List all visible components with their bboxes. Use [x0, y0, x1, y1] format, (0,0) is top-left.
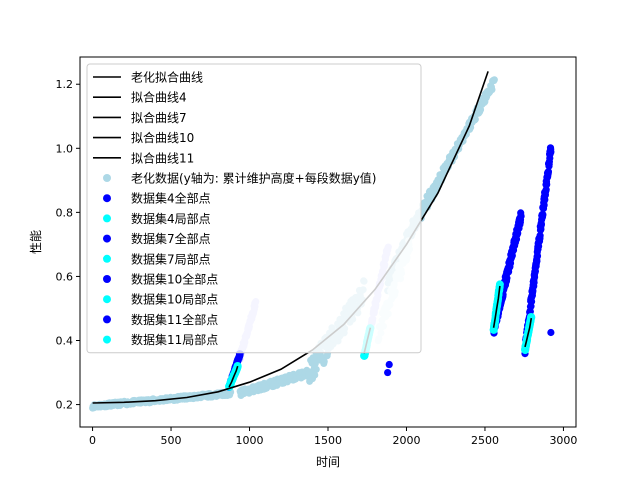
data-point: [547, 328, 555, 337]
fit-curve-line: [228, 365, 239, 388]
legend-label: 数据集10全部点: [131, 272, 218, 287]
legend-label: 拟合曲线10: [131, 130, 194, 145]
legend-marker-swatch: [103, 214, 111, 223]
legend-item: 拟合曲线4: [93, 90, 187, 105]
legend-label: 老化拟合曲线: [131, 70, 203, 85]
x-tick-label: 2500: [471, 434, 499, 447]
y-tick-label: 0.2: [56, 399, 74, 412]
data-point: [533, 252, 542, 260]
data-point: [517, 212, 525, 220]
data-point: [385, 360, 393, 369]
data-point: [311, 360, 319, 368]
legend-item: 拟合曲线11: [93, 150, 194, 165]
data-point: [536, 232, 544, 240]
x-axis-label: 时间: [316, 455, 340, 469]
legend-label: 老化数据(y轴为: 累计维护高度+每段数据y值): [131, 171, 376, 186]
legend-label: 数据集11全部点: [131, 312, 218, 327]
legend-item: 数据集4局部点: [103, 211, 211, 226]
legend-label: 数据集10局部点: [131, 292, 218, 307]
data-point: [544, 168, 553, 176]
data-point: [537, 221, 546, 229]
legend-marker-swatch: [103, 275, 111, 283]
legend-item: 数据集10局部点: [103, 292, 218, 307]
x-tick-label: 3000: [549, 434, 577, 447]
axes: 0 500 1000 1500 2000 2500 3000 0.2 0.4 0.6 0.8 1.0 1…: [56, 78, 578, 447]
legend-marker-swatch: [103, 234, 111, 243]
y-tick-label: 0.4: [56, 335, 74, 348]
fit-curve-line: [492, 285, 501, 328]
fit-curve-line: [524, 317, 533, 348]
data-point: [471, 115, 479, 123]
data-point: [542, 186, 550, 194]
legend-marker-swatch: [103, 315, 111, 324]
legend-item: 数据集4全部点: [103, 191, 211, 206]
data-point: [527, 313, 536, 322]
data-point: [543, 180, 551, 188]
legend-item: 老化数据(y轴为: 累计维护高度+每段数据y值): [103, 171, 376, 186]
data-point: [547, 148, 555, 156]
series-points: [384, 360, 393, 377]
data-point: [488, 86, 496, 94]
data-point: [539, 210, 547, 219]
x-tick-label: 500: [161, 434, 182, 447]
data-point: [311, 371, 319, 379]
legend-label: 拟合曲线4: [131, 90, 187, 105]
fit-curve-line: [92, 71, 489, 404]
legend-label: 拟合曲线7: [131, 110, 187, 125]
legend-item: 数据集7全部点: [103, 231, 211, 246]
legend-marker-swatch: [103, 194, 111, 203]
legend-item: 数据集7局部点: [103, 251, 211, 266]
data-point: [320, 358, 328, 365]
legend-item: 数据集10全部点: [103, 272, 218, 287]
data-point: [530, 278, 538, 287]
legend-item: 老化拟合曲线: [93, 70, 203, 85]
legend-marker-swatch: [103, 254, 111, 263]
x-tick-label: 0: [89, 434, 96, 447]
data-point: [490, 76, 498, 84]
legend-label: 数据集7全部点: [131, 231, 211, 246]
legend-marker-swatch: [103, 335, 111, 344]
legend-marker-swatch: [103, 174, 111, 182]
data-point: [540, 201, 548, 209]
data-point: [312, 365, 320, 373]
data-point: [384, 368, 392, 377]
y-tick-label: 1.0: [56, 142, 74, 155]
legend-item: 数据集11全部点: [103, 312, 218, 327]
legend-label: 数据集11局部点: [131, 332, 218, 347]
data-point: [495, 280, 504, 289]
legend-marker-swatch: [103, 295, 111, 304]
x-tick-label: 1000: [236, 434, 264, 447]
legend-item: 拟合曲线10: [93, 130, 194, 145]
y-tick-label: 1.2: [56, 78, 74, 91]
y-tick-label: 0.8: [56, 206, 74, 219]
legend-box: [86, 63, 422, 354]
x-tick-label: 1500: [314, 434, 342, 447]
legend-item: 数据集11局部点: [103, 332, 218, 347]
x-tick-label: 2000: [392, 434, 420, 447]
legend-label: 数据集7局部点: [131, 251, 211, 266]
y-tick-label: 0.6: [56, 270, 74, 283]
y-axis-label: 性能: [29, 230, 43, 254]
legend-label: 拟合曲线11: [131, 150, 194, 165]
aging-data-points: [236, 366, 313, 399]
legend-label: 数据集4全部点: [131, 191, 211, 206]
legend-label: 数据集4局部点: [131, 211, 211, 226]
legend-item: 拟合曲线7: [93, 110, 187, 125]
data-point: [528, 297, 536, 306]
